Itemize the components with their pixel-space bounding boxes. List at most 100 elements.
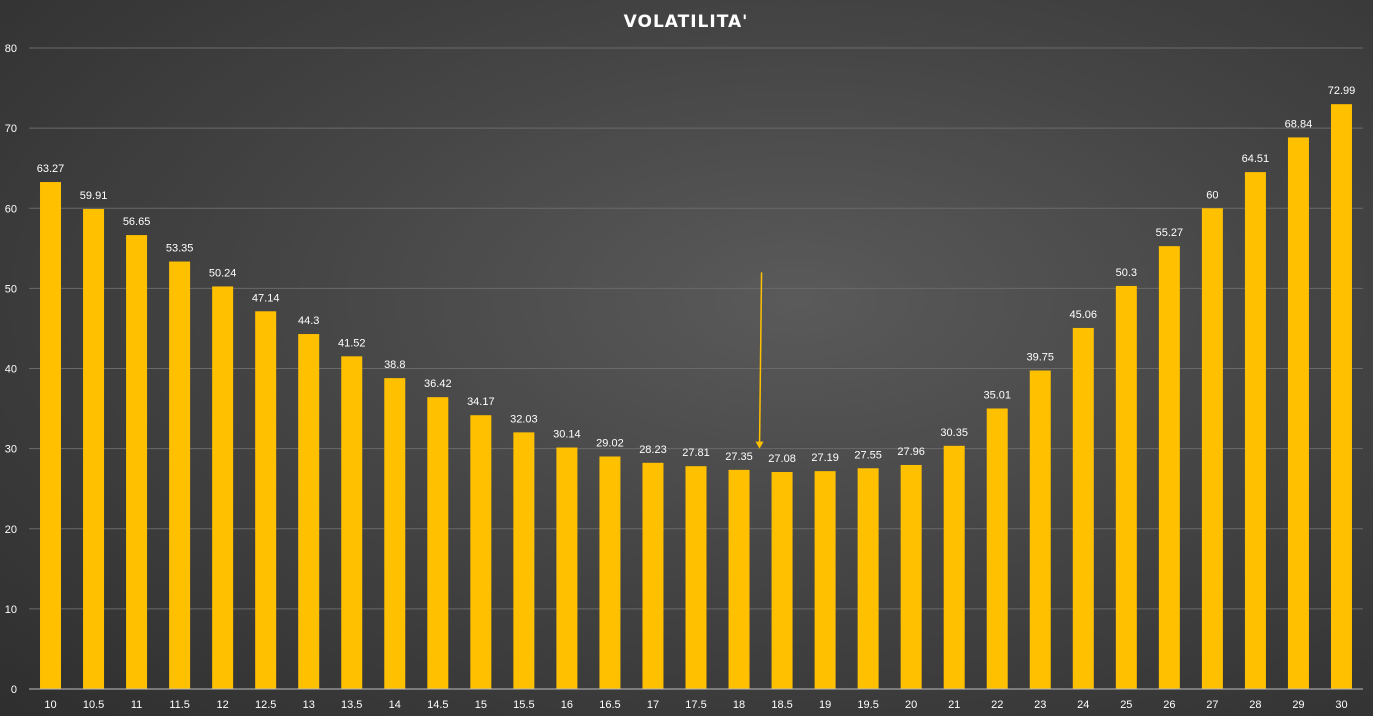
y-tick-label: 70 (5, 123, 17, 135)
x-axis-ticks: 10 10.5 11 11.5 12 12.5 13 13.5 14 14.5 15 15.5 16 16… (44, 699, 1347, 711)
bar (900, 464, 922, 689)
annotations (755, 272, 764, 449)
data-label: 45.06 (1070, 309, 1098, 321)
x-tick-label: 16 (561, 699, 573, 711)
annotation-arrow-head (755, 441, 764, 449)
bar (857, 468, 879, 689)
x-tick-label: 20 (905, 699, 917, 711)
data-label: 59.91 (80, 190, 108, 202)
data-label: 27.96 (897, 446, 925, 458)
data-label: 38.8 (384, 359, 405, 371)
data-label: 32.03 (510, 413, 538, 425)
bar (728, 469, 750, 689)
data-label: 56.65 (123, 216, 151, 228)
bar (814, 471, 836, 689)
data-label: 55.27 (1156, 227, 1184, 239)
bar (1201, 208, 1223, 689)
bar (986, 408, 1008, 689)
chart-title: VOLATILITA' (624, 12, 749, 32)
x-tick-label: 27 (1206, 699, 1218, 711)
x-tick-label: 23 (1034, 699, 1046, 711)
x-tick-label: 30 (1335, 699, 1347, 711)
x-tick-label: 18.5 (771, 699, 792, 711)
x-tick-label: 29 (1292, 699, 1304, 711)
bar (556, 447, 578, 689)
y-tick-label: 0 (11, 684, 17, 696)
data-label: 63.27 (37, 163, 65, 175)
x-tick-label: 24 (1077, 699, 1089, 711)
data-label: 34.17 (467, 396, 495, 408)
bar (1330, 104, 1352, 690)
x-tick-label: 15.5 (513, 699, 534, 711)
data-label: 39.75 (1026, 352, 1054, 364)
data-label: 27.81 (682, 447, 710, 459)
data-label: 29.02 (596, 437, 624, 449)
x-tick-label: 13 (303, 699, 315, 711)
y-axis-ticks: 0 10 20 30 40 50 60 70 80 (5, 43, 17, 696)
bar (341, 356, 363, 689)
data-label: 53.35 (166, 243, 194, 255)
data-label: 27.55 (854, 449, 882, 461)
x-tick-label: 13.5 (341, 699, 362, 711)
y-tick-label: 20 (5, 524, 17, 536)
bar (1158, 246, 1180, 690)
bar (1072, 327, 1094, 689)
bar (513, 432, 535, 689)
bar (771, 472, 793, 689)
data-labels: 63.27 59.91 56.65 53.35 50.24 47.14 44.3 41.52 3… (37, 85, 1355, 465)
data-label: 35.01 (983, 389, 1011, 401)
x-tick-label: 22 (991, 699, 1003, 711)
data-label: 64.51 (1242, 153, 1270, 165)
annotation-arrow-line (758, 272, 763, 444)
y-tick-label: 30 (5, 444, 17, 456)
x-tick-label: 10 (44, 699, 56, 711)
data-label: 47.14 (252, 292, 280, 304)
data-label: 41.52 (338, 337, 366, 349)
data-label: 60 (1206, 189, 1218, 201)
bar (255, 311, 277, 689)
bar (1287, 137, 1309, 689)
x-tick-label: 10.5 (83, 699, 104, 711)
bar (384, 378, 406, 689)
x-tick-label: 12.5 (255, 699, 276, 711)
x-tick-label: 11 (131, 699, 142, 711)
x-tick-label: 21 (948, 699, 960, 711)
bar (642, 462, 664, 689)
bar (212, 286, 234, 689)
x-tick-label: 16.5 (599, 699, 620, 711)
x-tick-label: 12 (217, 699, 229, 711)
y-tick-label: 40 (5, 364, 17, 376)
data-label: 28.23 (639, 444, 667, 456)
x-tick-label: 17 (647, 699, 659, 711)
bar (943, 445, 965, 689)
data-label: 44.3 (298, 315, 319, 327)
bar (599, 456, 621, 689)
x-tick-label: 28 (1249, 699, 1261, 711)
data-label: 72.99 (1328, 85, 1356, 97)
data-label: 27.08 (768, 453, 796, 465)
y-tick-label: 50 (5, 283, 17, 295)
bar (298, 334, 320, 689)
bar (470, 415, 492, 689)
data-label: 30.35 (940, 427, 968, 439)
x-tick-label: 11.5 (169, 699, 190, 711)
data-label: 36.42 (424, 378, 452, 390)
y-tick-label: 80 (5, 43, 17, 55)
gridlines (29, 47, 1363, 610)
x-tick-label: 25 (1120, 699, 1132, 711)
bar (169, 261, 191, 689)
y-tick-label: 10 (5, 604, 17, 616)
x-tick-label: 18 (733, 699, 745, 711)
bar (1115, 285, 1137, 689)
bar (685, 466, 707, 689)
x-tick-label: 14 (389, 699, 401, 711)
x-tick-label: 19 (819, 699, 831, 711)
data-label: 27.19 (811, 452, 839, 464)
x-tick-label: 14.5 (427, 699, 448, 711)
bar (1244, 172, 1266, 689)
data-label: 27.35 (725, 451, 753, 463)
x-tick-label: 17.5 (685, 699, 706, 711)
data-label: 30.14 (553, 429, 581, 441)
data-label: 50.24 (209, 267, 237, 279)
data-label: 68.84 (1285, 118, 1313, 130)
